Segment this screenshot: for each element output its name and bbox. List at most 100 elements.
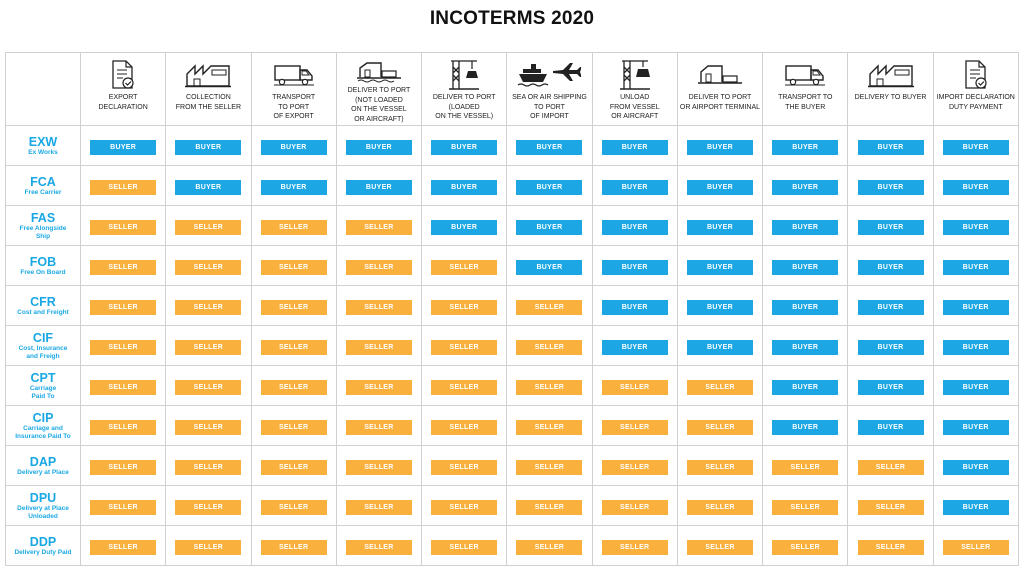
responsibility-cell: SELLER (421, 245, 508, 286)
responsibility-cell: BUYER (421, 165, 508, 206)
responsibility-cell: SELLER (79, 165, 167, 206)
column-header-import-declaration-duty-payment: IMPORT DECLARATION DUTY PAYMENT (932, 52, 1019, 126)
responsibility-cell: SELLER (250, 285, 337, 326)
responsibility-cell: BUYER (165, 165, 252, 206)
responsibility-cell: SELLER (676, 445, 764, 486)
seller-badge: SELLER (601, 460, 668, 475)
responsibility-cell: SELLER (421, 525, 508, 566)
responsibility-cell: BUYER (762, 245, 849, 286)
term-name: Free On Board (20, 268, 66, 276)
seller-badge: SELLER (90, 180, 157, 195)
responsibility-cell: SELLER (79, 365, 167, 406)
responsibility-cell: BUYER (932, 485, 1019, 526)
seller-badge: SELLER (90, 340, 157, 355)
seller-badge: SELLER (345, 500, 412, 515)
corner-cell (5, 52, 81, 126)
seller-badge: SELLER (90, 460, 157, 475)
responsibility-cell: BUYER (335, 125, 423, 166)
responsibility-cell: SELLER (591, 365, 678, 406)
buyer-badge: BUYER (942, 260, 1009, 275)
seller-badge: SELLER (601, 500, 668, 515)
responsibility-cell: SELLER (250, 205, 337, 246)
responsibility-cell: SELLER (421, 285, 508, 326)
seller-badge: SELLER (90, 540, 157, 555)
responsibility-cell: SELLER (762, 525, 849, 566)
seller-badge: SELLER (431, 500, 498, 515)
seller-badge: SELLER (175, 380, 242, 395)
responsibility-cell: BUYER (762, 365, 849, 406)
responsibility-cell: SELLER (591, 485, 678, 526)
buyer-badge: BUYER (601, 300, 668, 315)
column-header-deliver-to-port-not-loaded-on-the-vessel-or-aircraft: DELIVER TO PORT (NOT LOADED ON THE VESSE… (335, 52, 423, 126)
term-code: EXW (28, 134, 58, 149)
responsibility-cell: SELLER (165, 485, 252, 526)
table-row: FOB Free On Board SELLER SELLER SELLER SELLER… (5, 245, 1019, 286)
buyer-badge: BUYER (942, 340, 1009, 355)
seller-badge: SELLER (686, 500, 753, 515)
seller-badge: SELLER (260, 420, 327, 435)
responsibility-cell: BUYER (676, 205, 764, 246)
responsibility-cell: BUYER (591, 125, 678, 166)
responsibility-cell: BUYER (421, 205, 508, 246)
column-label: IMPORT DECLARATION DUTY PAYMENT (936, 94, 1015, 111)
terminal-building-icon (697, 58, 743, 92)
responsibility-cell: SELLER (506, 285, 593, 326)
term-name: Cost, Insurance and Freigh (18, 344, 68, 360)
term-code: DDP (29, 534, 57, 549)
table-row: DPU Delivery at Place Unloaded SELLER SELLE… (5, 485, 1019, 526)
column-label: UNLOAD FROM VESSEL OR AIRCRAFT (609, 94, 660, 120)
responsibility-cell: SELLER (335, 325, 423, 366)
seller-badge: SELLER (175, 540, 242, 555)
term-code: DPU (29, 490, 57, 505)
seller-badge: SELLER (772, 540, 839, 555)
responsibility-cell: SELLER (676, 365, 764, 406)
buyer-badge: BUYER (942, 460, 1009, 475)
table-row: DAP Delivery at Place SELLER SELLER SELLER SE… (5, 445, 1019, 486)
responsibility-cell: BUYER (591, 165, 678, 206)
responsibility-cell: SELLER (250, 325, 337, 366)
seller-badge: SELLER (175, 460, 242, 475)
term-cell-cip: CIP Carriage and Insurance Paid To (5, 405, 81, 446)
column-header-sea-or-air-shipping-to-port-of-import: SEA OR AIR SHIPPING TO PORT OF IMPORT (506, 52, 593, 126)
seller-badge: SELLER (942, 540, 1009, 555)
responsibility-cell: SELLER (79, 285, 167, 326)
buyer-badge: BUYER (857, 380, 924, 395)
responsibility-cell: SELLER (335, 485, 423, 526)
term-name: Delivery Duty Paid (14, 548, 72, 556)
responsibility-cell: SELLER (506, 485, 593, 526)
seller-badge: SELLER (260, 500, 327, 515)
responsibility-cell: SELLER (250, 445, 337, 486)
responsibility-cell: SELLER (335, 405, 423, 446)
responsibility-cell: SELLER (847, 525, 934, 566)
term-name: Cost and Freight (17, 308, 69, 316)
responsibility-cell: BUYER (506, 165, 593, 206)
buyer-badge: BUYER (601, 140, 668, 155)
responsibility-cell: BUYER (591, 285, 678, 326)
responsibility-cell: BUYER (932, 325, 1019, 366)
buyer-badge: BUYER (90, 140, 157, 155)
responsibility-cell: BUYER (591, 205, 678, 246)
seller-badge: SELLER (90, 260, 157, 275)
term-code: CIP (32, 410, 54, 425)
responsibility-cell: BUYER (591, 325, 678, 366)
column-header-deliver-to-port-loaded-on-the-vessel: DELIVER TO PORT (LOADED ON THE VESSEL) (421, 52, 508, 126)
responsibility-cell: BUYER (847, 125, 934, 166)
seller-badge: SELLER (772, 500, 839, 515)
seller-badge: SELLER (431, 260, 498, 275)
buyer-badge: BUYER (686, 180, 753, 195)
buyer-badge: BUYER (857, 220, 924, 235)
term-code: CFR (30, 294, 56, 309)
seller-badge: SELLER (175, 500, 242, 515)
document-check-icon (110, 58, 136, 92)
term-name: Delivery at Place Unloaded (17, 504, 69, 520)
buyer-badge: BUYER (942, 180, 1009, 195)
term-name: Carriage and Insurance Paid To (15, 424, 71, 440)
document-check-icon (963, 58, 989, 92)
responsibility-cell: BUYER (676, 125, 764, 166)
responsibility-cell: BUYER (676, 325, 764, 366)
responsibility-cell: BUYER (847, 325, 934, 366)
incoterms-table: EXPORT DECLARATION COLLECTION FROM THE SE… (5, 52, 1019, 566)
responsibility-cell: BUYER (676, 165, 764, 206)
seller-badge: SELLER (772, 460, 839, 475)
term-code: FAS (30, 210, 56, 225)
